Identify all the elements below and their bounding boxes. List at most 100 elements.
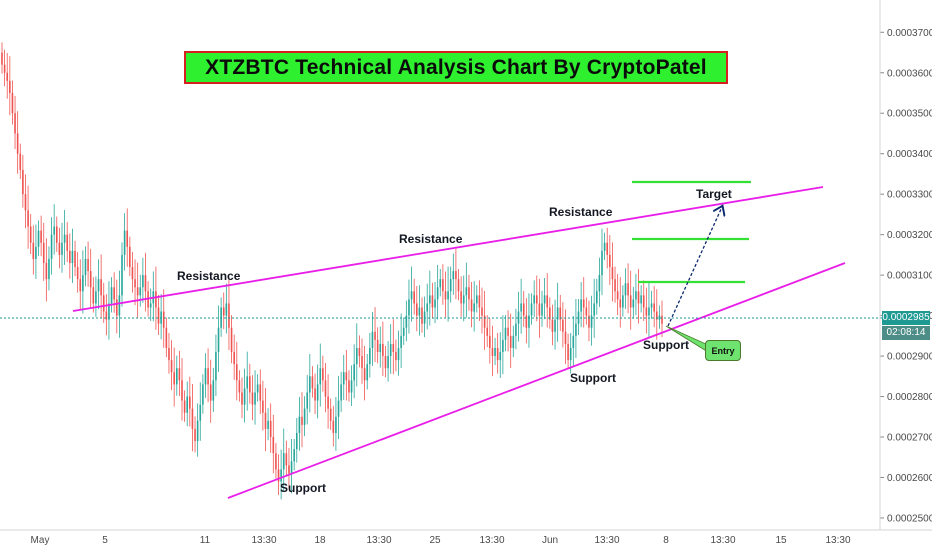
candle-body [648,307,650,316]
x-tick-label: 13:30 [366,535,391,546]
candle-body [61,242,63,255]
current-price-tag: 0.0002985 [882,311,930,325]
x-tick-label: 13:30 [594,535,619,546]
candle-body [606,242,609,255]
candle-body [24,194,27,211]
candle-body [303,408,306,425]
y-tick-label: 0.0003200 [887,230,932,241]
candle-body [337,400,340,417]
x-tick-label: 18 [314,535,326,546]
candle-body [301,416,303,425]
candle-body [504,327,507,340]
candle-body [267,420,269,429]
candle-body [408,299,410,316]
candle-body [345,372,348,381]
target-arrow[interactable] [667,207,722,327]
candle-body [572,335,575,348]
candle-body [139,287,142,296]
candle-body [19,153,22,170]
candle-body [426,303,429,312]
candle-body [590,315,593,328]
x-tick-label: 15 [775,535,787,546]
candle-body [89,271,92,288]
x-tick-label: 13:30 [710,535,735,546]
candle-body [442,279,444,292]
candle-body [640,295,642,304]
candle-body [262,400,264,413]
y-tick-label: 0.0003300 [887,190,932,201]
candle-body [191,408,194,429]
candle-body [562,319,564,332]
candle-body [465,287,468,296]
candle-body [142,275,144,288]
chart-title-box: XTZBTC Technical Analysis Chart By Crypt… [184,51,728,84]
y-tick-label: 0.0003400 [887,149,932,160]
candle-body [131,267,134,280]
candle-body [460,291,462,304]
candle-body [53,226,55,235]
resistance-trendline[interactable] [72,186,824,312]
candle-body [69,250,71,263]
candle-body [170,360,173,373]
candle-body [577,311,580,324]
candle-body [585,307,588,316]
candle-body [129,246,131,268]
time-axis[interactable]: May 5 11 13:30 18 13:30 25 13:30 Jun 13:30 8 13:30 1… [31,535,851,546]
candle-body [71,250,74,263]
candle-body [520,303,522,312]
candle-body [395,352,397,361]
candle-body [76,267,79,280]
candle-body [277,469,280,482]
candle-body [233,352,235,365]
candle-body [225,303,228,316]
candle-body [165,327,168,348]
candle-body [16,133,19,154]
candle-body [275,453,277,470]
candle-body [642,295,645,308]
candle-body [35,246,37,259]
candle-body [3,64,6,73]
x-tick-label: 25 [429,535,441,546]
candle-body [478,295,481,308]
candle-body [489,335,491,348]
candle-body [567,343,569,361]
support-trendline[interactable] [227,262,846,499]
candle-body [92,287,95,304]
candle-body [528,315,530,328]
candle-body [473,303,475,312]
candle-body [228,303,230,328]
candle-body [157,307,160,324]
candle-body [635,291,637,300]
candle-body [50,234,53,259]
candle-body [392,343,395,353]
countdown-tag: 02:08:14 [882,326,930,340]
annotations: Resistance Resistance Resistance Support… [177,187,732,495]
candle-body [632,299,635,308]
candle-body [22,169,24,195]
entry-callout[interactable]: Entry [705,340,741,361]
candle-body [207,368,209,385]
candle-body [512,335,515,348]
candle-body [624,283,627,296]
candle-body [598,275,601,292]
candle-body [79,279,82,292]
candle-body [384,356,387,369]
candle-body [655,311,658,320]
candle-body [55,226,58,243]
candle-body [530,303,533,316]
candle-body [264,412,267,429]
y-tick-label: 0.0002900 [887,352,932,363]
candle-body [272,437,275,454]
candle-body [361,356,363,369]
annotation-resistance-3: Resistance [549,205,613,219]
candle-body [353,364,355,381]
candle-body [84,258,87,276]
candle-body [199,404,202,421]
candle-body [457,279,460,292]
candle-body [134,279,136,288]
candle-body [241,392,243,405]
candle-body [481,307,483,316]
candle-body [595,291,598,304]
candle-body [66,234,69,251]
